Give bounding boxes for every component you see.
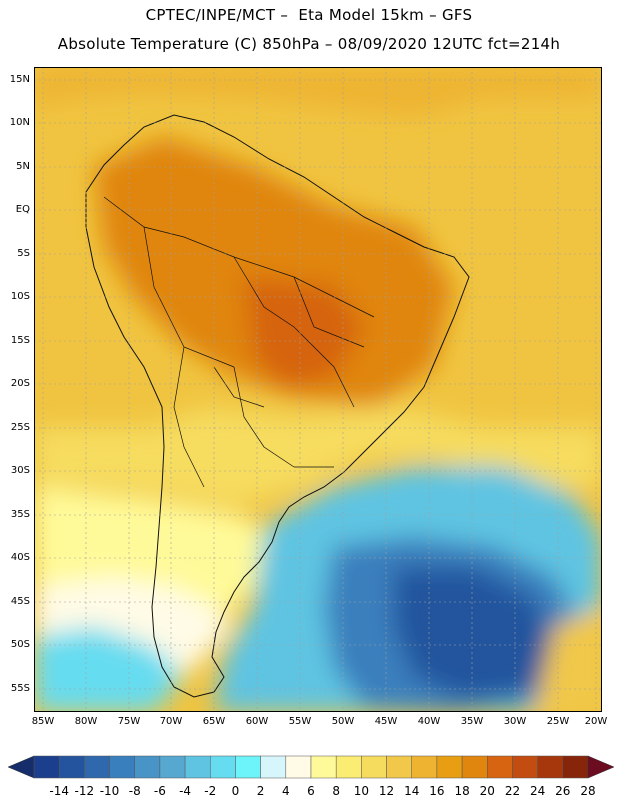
colorbar-label: -6 — [153, 784, 166, 798]
colorbar-swatch — [361, 755, 387, 779]
colorbar-label: -12 — [74, 784, 95, 798]
colorbar-label: 24 — [529, 784, 546, 798]
colorbar-label: 2 — [256, 784, 265, 798]
colorbar-swatch — [487, 755, 513, 779]
colorbar-swatch — [159, 755, 186, 779]
lon-tick: 75W — [117, 716, 141, 727]
lat-tick: 15S — [10, 335, 30, 346]
colorbar-swatch — [436, 755, 463, 779]
colorbar-under-arrow — [7, 755, 35, 779]
colorbar-swatch — [537, 755, 564, 779]
south-america-coastline — [85, 114, 470, 698]
colorbar-label: 22 — [504, 784, 521, 798]
lat-tick: 55S — [10, 683, 30, 694]
colorbar-label: 8 — [332, 784, 340, 798]
colorbar-label: 26 — [555, 784, 571, 798]
lat-tick: 5N — [16, 161, 30, 172]
lat-tick: 35S — [10, 509, 30, 520]
colorbar-swatch — [285, 755, 312, 779]
lon-tick: 50W — [331, 716, 355, 727]
colorbar-swatch — [58, 755, 85, 779]
colorbar-swatch — [310, 755, 337, 779]
colorbar-label: 4 — [281, 784, 290, 798]
temperature-map — [34, 67, 602, 712]
colorbar-label: 12 — [378, 784, 395, 798]
northern-orange-band — [34, 67, 602, 117]
colorbar-swatch — [512, 755, 538, 779]
colorbar-label: 18 — [454, 784, 470, 798]
colorbar-label: -2 — [204, 784, 217, 798]
lon-tick: 60W — [245, 716, 269, 727]
southwest-cold-cyan — [34, 627, 184, 712]
subtropical-yellow-zone — [34, 407, 602, 507]
colorbar-swatch — [562, 755, 589, 779]
lat-tick: 45S — [10, 596, 30, 607]
colorbar-swatch — [386, 755, 412, 779]
lon-tick: 35W — [460, 716, 484, 727]
chart-title-line-1: CPTEC/INPE/MCT – Eta Model 15km – GFS — [145, 6, 473, 24]
lon-tick: 40W — [417, 716, 441, 727]
colorbar-swatch — [210, 755, 236, 779]
continent-core-hot — [244, 277, 364, 387]
colorbar-swatch — [109, 755, 135, 779]
colorbar-label: -8 — [128, 784, 141, 798]
lon-tick: 85W — [31, 716, 55, 727]
lat-tick: 50S — [10, 639, 30, 650]
temperature-colorbar — [7, 755, 615, 779]
colorbar-label: 14 — [404, 784, 420, 798]
southeast-warm-fringe — [534, 607, 602, 712]
colorbar-label: -4 — [179, 784, 192, 798]
lon-tick: 45W — [374, 716, 398, 727]
colorbar-swatch — [184, 755, 211, 779]
continent-hot-orange — [94, 137, 454, 407]
lat-tick: 20S — [10, 378, 30, 389]
colorbar-label: 20 — [479, 784, 495, 798]
country-borders — [103, 196, 375, 488]
lat-tick: 30S — [10, 465, 30, 476]
colorbar-label: 16 — [429, 784, 445, 798]
lat-tick: 5S — [17, 248, 30, 259]
lon-tick: 70W — [159, 716, 183, 727]
lat-tick: 10S — [10, 291, 30, 302]
colorbar-over-arrow — [587, 755, 615, 779]
lon-tick: 65W — [202, 716, 226, 727]
lat-tick: EQ — [15, 204, 30, 215]
colorbar-swatch — [84, 755, 110, 779]
colorbar-label: 10 — [353, 784, 369, 798]
colorbar-swatch — [33, 755, 60, 779]
lat-tick: 10N — [9, 117, 30, 128]
colorbar-label: -14 — [49, 784, 69, 798]
lat-tick: 25S — [10, 422, 30, 433]
colorbar-swatch — [461, 755, 488, 779]
colorbar-label: 28 — [580, 784, 596, 798]
colorbar-swatch — [134, 755, 161, 779]
colorbar-label: -10 — [99, 784, 120, 798]
lon-tick: 25W — [546, 716, 570, 727]
ocean-cold-deep — [394, 567, 554, 699]
colorbar-label: 6 — [307, 784, 315, 798]
lat-tick: 40S — [10, 552, 30, 563]
colorbar-swatch — [260, 755, 287, 779]
lon-tick: 80W — [74, 716, 98, 727]
colorbar-swatch — [335, 755, 362, 779]
colorbar-swatch — [235, 755, 261, 779]
lon-tick: 55W — [288, 716, 312, 727]
lat-tick: 15N — [9, 74, 30, 85]
lon-tick: 30W — [503, 716, 527, 727]
chart-title-line-2: Absolute Temperature (C) 850hPa – 08/09/… — [57, 35, 561, 53]
colorbar-label: 0 — [231, 784, 240, 798]
lon-tick: 20W — [584, 716, 608, 727]
colorbar-swatch — [411, 755, 438, 779]
map-border — [34, 67, 602, 712]
